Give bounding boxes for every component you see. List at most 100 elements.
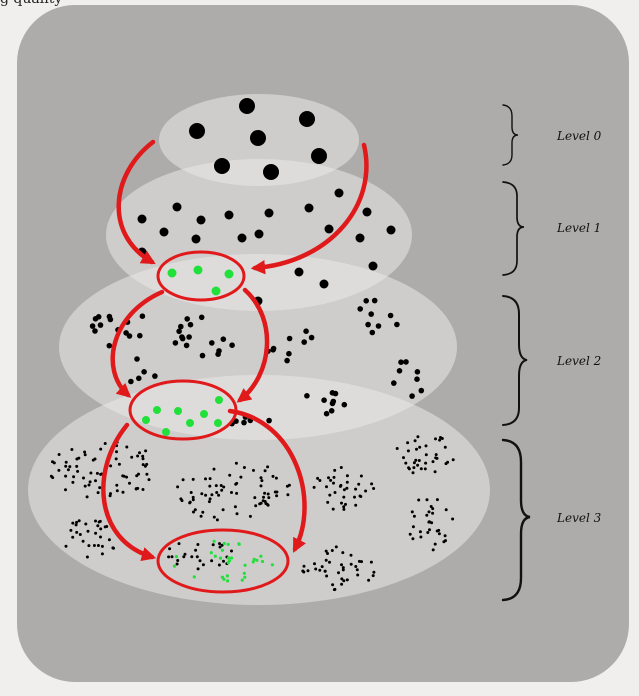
level-3-point (71, 480, 75, 484)
level-3-point (253, 496, 257, 500)
level-3-point (324, 558, 328, 562)
level-3-point (339, 466, 343, 469)
level-3-point (331, 583, 335, 587)
level-3-point (418, 530, 422, 534)
level-3-point (188, 501, 192, 505)
level-3-point (103, 525, 107, 529)
level-3-point (326, 500, 330, 504)
level-3-point (342, 488, 346, 492)
level-3-point (87, 544, 91, 548)
level-3-point (437, 532, 441, 536)
level-3-point (121, 474, 125, 478)
level-1-point (386, 225, 396, 235)
arrow-l2-to-l3-right (227, 408, 307, 553)
level-3-point (341, 568, 345, 572)
level-3-point (109, 464, 113, 468)
level-3-selected-point (260, 559, 265, 564)
level-0-point (263, 164, 279, 180)
level-3-point (221, 508, 225, 512)
level-3-point (262, 495, 265, 499)
level-3-point (313, 562, 316, 566)
level-3-point (427, 510, 431, 514)
level-3-point (407, 466, 411, 470)
level-2-point (139, 313, 146, 320)
level-3-selected-point (255, 558, 259, 562)
level-3-point (198, 559, 202, 563)
level-2-selected-point (186, 419, 194, 427)
level-3-point (190, 555, 194, 559)
level-2-point (184, 316, 190, 322)
level-3-point (431, 548, 435, 552)
level-3-point (411, 537, 415, 541)
selected-point-sets (142, 265, 274, 583)
level-3-point (219, 484, 223, 487)
level-3-point (345, 474, 349, 478)
level-3-point (99, 527, 103, 531)
level-1-point (196, 215, 206, 225)
level-3-selected-point (242, 571, 246, 575)
level-3-point (212, 515, 216, 519)
level-3-selected-point (226, 561, 230, 565)
level-3-point (242, 466, 246, 469)
level-3-point (235, 481, 239, 485)
level-3-point (266, 492, 270, 496)
level-3-point (431, 460, 435, 464)
level-2-point (266, 417, 272, 424)
level-3-point (273, 490, 277, 494)
level-3-point (85, 495, 89, 499)
level-3-point (406, 449, 410, 453)
level-3-point (263, 469, 267, 473)
level-3-point (333, 468, 337, 472)
level-3-point (194, 548, 198, 552)
level-2-point (179, 334, 185, 340)
level-3-point (357, 482, 361, 486)
level-2-point (97, 322, 104, 328)
level-3-point (443, 445, 447, 449)
level-3-point (75, 464, 79, 468)
level-3-point (301, 569, 305, 573)
level-3-selected-point (259, 554, 263, 558)
level-3-point (342, 579, 346, 583)
level-3-point (212, 467, 216, 471)
level-3-point (412, 514, 416, 518)
level-2-point (209, 340, 215, 346)
brace-level-0 (502, 104, 519, 166)
level-3-point (64, 544, 68, 548)
level-3-point (117, 462, 121, 466)
level-2-point (216, 348, 222, 354)
level-3-point (354, 503, 358, 507)
level-3-point (144, 449, 148, 453)
level-3-point (141, 463, 145, 467)
level-0-point (214, 158, 230, 174)
level-2-point (286, 335, 293, 342)
level-3-selected-point (229, 556, 234, 560)
level-3-point (425, 513, 429, 517)
level-3-selected-point (209, 551, 213, 555)
level-3-point (64, 474, 68, 478)
level-3-point (425, 498, 429, 502)
level-3-point (364, 489, 368, 493)
level-3-point (234, 461, 238, 465)
level-3-selected-point (222, 541, 226, 546)
level-3-point (370, 482, 374, 486)
level-1-selected-point (167, 268, 177, 278)
level-3-point (423, 467, 427, 471)
level-0-point (250, 130, 266, 146)
level-3-point (314, 567, 318, 571)
level-3-point (220, 543, 224, 547)
level-3-point (427, 520, 431, 524)
level-2-point (398, 359, 404, 366)
level-3-point (372, 487, 376, 490)
level-2-point (126, 333, 133, 339)
level-2-point (134, 356, 140, 362)
level-3-point (76, 469, 80, 473)
level-3-point (324, 549, 328, 553)
level-2-point (414, 369, 421, 375)
level-3-point (70, 448, 74, 451)
level-1-point (172, 202, 182, 212)
level-3-point (100, 544, 104, 548)
level-2-point (328, 408, 335, 414)
level-2-point (341, 401, 348, 408)
level-2-label: Level 2 (556, 354, 601, 368)
level-3-point (87, 483, 91, 487)
